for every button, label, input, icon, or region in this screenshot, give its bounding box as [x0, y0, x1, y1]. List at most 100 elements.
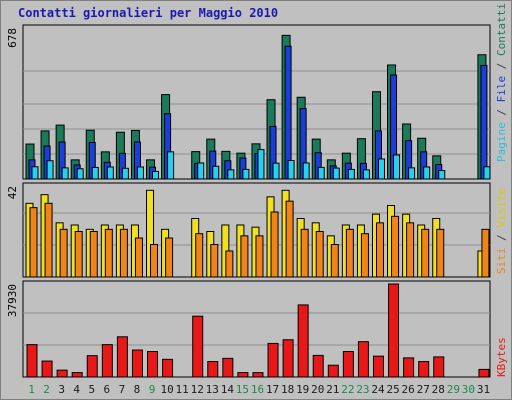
bar-pagine-day-3 — [61, 167, 69, 180]
x-tick-label-12: 12 — [191, 383, 204, 396]
x-tick-label-21: 21 — [326, 383, 339, 396]
bar-siti-day-5 — [89, 231, 98, 278]
legend-top: Pagine / File / Contatti — [495, 3, 508, 162]
bar-kbytes-day-3 — [56, 369, 68, 378]
bar-pagine-day-10 — [167, 151, 175, 180]
bar-siti-day-3 — [59, 228, 68, 278]
bar-siti-day-9 — [150, 244, 159, 278]
bar-pagine-day-9 — [152, 170, 160, 180]
x-tick-label-5: 5 — [88, 383, 95, 396]
bar-siti-day-10 — [165, 237, 174, 278]
x-tick-label-16: 16 — [251, 383, 264, 396]
bar-pagine-day-17 — [272, 162, 280, 180]
y-max-label-3: 37930 — [6, 284, 19, 317]
bar-pagine-day-13 — [212, 165, 220, 180]
bar-pagine-day-7 — [121, 167, 129, 180]
bar-siti-day-12 — [195, 233, 204, 278]
legend-middle-part-3: Visite — [495, 188, 508, 228]
x-tick-label-3: 3 — [58, 383, 65, 396]
bar-pagine-day-23 — [362, 169, 370, 180]
bar-kbytes-day-28 — [433, 356, 445, 378]
x-tick-label-17: 17 — [266, 383, 279, 396]
x-tick-label-4: 4 — [73, 383, 80, 396]
bar-kbytes-day-4 — [71, 372, 83, 378]
bar-siti-day-31 — [481, 228, 490, 278]
bar-siti-day-25 — [391, 215, 400, 278]
bar-file-day-31 — [480, 64, 488, 180]
bar-siti-day-18 — [285, 200, 294, 278]
bar-pagine-day-16 — [257, 149, 265, 180]
legend-middle-part-1: Siti — [495, 248, 508, 275]
chart-title: Contatti giornalieri per Maggio 2010 — [18, 6, 279, 20]
x-tick-label-15: 15 — [236, 383, 249, 396]
bar-kbytes-day-18 — [282, 339, 294, 378]
bar-kbytes-day-22 — [342, 351, 354, 378]
bar-kbytes-day-5 — [86, 355, 98, 378]
bar-siti-day-27 — [421, 228, 430, 278]
x-tick-label-24: 24 — [371, 383, 385, 396]
bar-kbytes-day-23 — [357, 341, 369, 378]
x-tick-label-18: 18 — [281, 383, 294, 396]
x-tick-label-23: 23 — [356, 383, 369, 396]
bar-siti-day-4 — [74, 231, 83, 278]
bar-kbytes-day-27 — [418, 361, 430, 378]
legend-top-part-4: / — [495, 56, 508, 76]
bar-pagine-day-18 — [287, 160, 295, 180]
bar-pagine-day-31 — [483, 166, 491, 180]
bar-siti-day-20 — [315, 231, 324, 278]
x-tick-label-13: 13 — [206, 383, 219, 396]
bar-kbytes-day-25 — [388, 283, 400, 378]
legend-top-part-5: Contatti — [495, 3, 508, 56]
bar-kbytes-day-2 — [41, 360, 53, 378]
x-tick-label-7: 7 — [119, 383, 126, 396]
bar-pagine-day-5 — [91, 166, 99, 180]
x-tick-label-25: 25 — [386, 383, 399, 396]
y-max-label-1: 678 — [6, 28, 19, 48]
bar-kbytes-day-20 — [312, 354, 324, 378]
bar-pagine-day-27 — [423, 166, 431, 180]
x-tick-label-2: 2 — [43, 383, 50, 396]
bar-pagine-day-22 — [347, 168, 355, 180]
x-tick-label-22: 22 — [341, 383, 354, 396]
x-tick-label-26: 26 — [402, 383, 415, 396]
legend-bottom-part-1: KBytes — [495, 337, 508, 377]
x-tick-label-29: 29 — [447, 383, 460, 396]
bar-kbytes-day-19 — [297, 304, 309, 378]
bar-siti-day-16 — [255, 235, 264, 278]
bar-kbytes-day-9 — [147, 351, 159, 378]
bar-siti-day-2 — [44, 202, 53, 278]
bar-pagine-day-25 — [393, 154, 401, 180]
x-tick-label-20: 20 — [311, 383, 324, 396]
x-tick-label-6: 6 — [104, 383, 111, 396]
bar-siti-day-8 — [134, 237, 143, 278]
bar-kbytes-day-31 — [478, 368, 490, 378]
x-tick-label-30: 30 — [462, 383, 475, 396]
bar-kbytes-day-12 — [192, 315, 204, 378]
x-tick-label-14: 14 — [221, 383, 235, 396]
bar-kbytes-day-13 — [207, 361, 219, 378]
bar-kbytes-day-7 — [116, 336, 128, 378]
bar-siti-day-19 — [300, 228, 309, 278]
bar-kbytes-day-24 — [372, 355, 384, 378]
bar-siti-day-28 — [436, 228, 445, 278]
bar-pagine-day-8 — [136, 166, 144, 180]
legend-top-part-2: / — [495, 102, 508, 122]
bar-siti-day-6 — [104, 228, 113, 278]
bar-kbytes-day-16 — [252, 372, 264, 378]
y-max-label-2: 42 — [6, 186, 19, 199]
bar-pagine-day-26 — [408, 167, 416, 180]
bar-kbytes-day-1 — [26, 344, 38, 378]
bar-kbytes-day-8 — [131, 349, 143, 378]
x-tick-label-11: 11 — [176, 383, 189, 396]
legend-middle-part-2: / — [495, 228, 508, 248]
bar-siti-day-24 — [375, 222, 384, 278]
bar-pagine-day-21 — [332, 167, 340, 180]
bar-kbytes-day-26 — [403, 357, 415, 378]
bar-kbytes-day-10 — [162, 358, 174, 378]
bar-siti-day-14 — [225, 250, 234, 278]
bar-pagine-day-28 — [438, 170, 446, 180]
legend-top-part-1: Pagine — [495, 122, 508, 162]
bar-pagine-day-14 — [227, 169, 235, 180]
x-tick-label-9: 9 — [149, 383, 156, 396]
